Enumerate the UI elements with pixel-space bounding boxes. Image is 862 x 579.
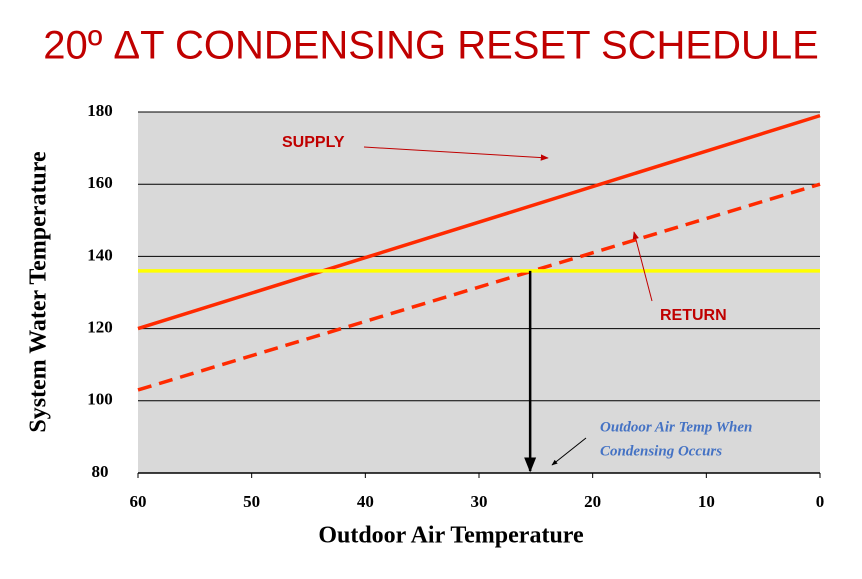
chart-title: 20º ΔT CONDENSING RESET SCHEDULE xyxy=(43,24,819,68)
x-tick-label: 40 xyxy=(357,492,374,511)
y-tick-label: 160 xyxy=(87,173,113,192)
x-tick-label: 20 xyxy=(584,492,601,511)
x-tick-label: 60 xyxy=(130,492,147,511)
return-label: RETURN xyxy=(660,307,727,324)
x-tick-label: 30 xyxy=(471,492,488,511)
y-tick-label: 180 xyxy=(87,101,113,120)
supply-label: SUPPLY xyxy=(282,134,345,151)
return-pointer xyxy=(632,231,653,302)
annotation-pointer xyxy=(551,437,587,466)
y-tick-label: 120 xyxy=(87,318,113,337)
y-tick-label: 80 xyxy=(92,462,109,481)
series-line xyxy=(137,182,821,392)
x-axis-title: Outdoor Air Temperature xyxy=(318,523,584,549)
annotation: Outdoor Air Temp When xyxy=(600,419,752,435)
x-tick-label: 50 xyxy=(243,492,260,511)
y-axis-title: System Water Temperature xyxy=(26,151,52,433)
x-tick-label: 0 xyxy=(816,492,825,511)
y-tick-label: 100 xyxy=(87,390,113,409)
annotation: Condensing Occurs xyxy=(600,443,722,459)
x-tick-label: 10 xyxy=(698,492,715,511)
series-line xyxy=(137,113,821,331)
supply-pointer xyxy=(363,146,549,161)
y-tick-label: 140 xyxy=(87,245,113,264)
